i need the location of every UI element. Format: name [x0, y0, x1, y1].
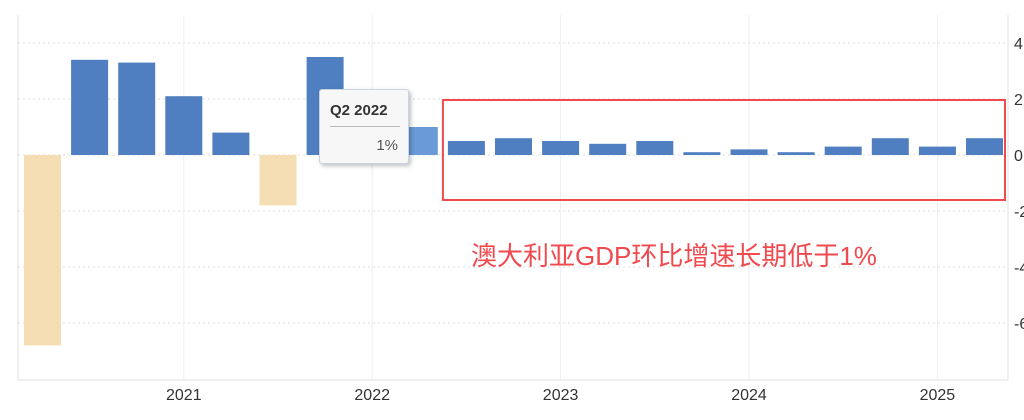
annotation-box — [441, 99, 1006, 201]
x-tick-label: 2021 — [166, 387, 202, 404]
bar-q4-2020 — [118, 62, 156, 155]
bar-q4-2022 — [495, 138, 532, 155]
y-tick-label: 0 — [1014, 148, 1023, 165]
annotation-text: 澳大利亚GDP环比增速长期低于1% — [471, 241, 877, 271]
tooltip-title: Q2 2022 — [330, 102, 388, 119]
y-tick-label: -4 — [1014, 260, 1024, 277]
y-tick-label: 4 — [1014, 36, 1023, 53]
bar-q3-2020 — [71, 59, 109, 155]
tooltip: Q2 2022 1% — [319, 89, 409, 164]
bar-q2-2023 — [589, 143, 627, 155]
tooltip-divider — [330, 126, 400, 127]
bar-q3-2024 — [824, 146, 862, 155]
bar-q3-2023 — [636, 141, 674, 155]
bar-q3-2022 — [447, 141, 485, 155]
bar-q2-2024 — [777, 152, 815, 155]
bar-q4-2024 — [871, 138, 909, 155]
tooltip-value: 1% — [376, 137, 398, 154]
y-tick-label: -2 — [1014, 204, 1024, 221]
x-tick-label: 2022 — [354, 387, 390, 404]
x-tick-label: 2025 — [920, 387, 956, 404]
bar-q1-2025 — [918, 146, 956, 155]
bar-q2-2025 — [966, 138, 1003, 155]
y-tick-label: 2 — [1014, 92, 1023, 109]
bar-q4-2023 — [683, 152, 721, 155]
bar-q1-2023 — [542, 141, 580, 155]
y-tick-label: -6 — [1014, 316, 1024, 333]
x-tick-label: 2023 — [543, 387, 579, 404]
bar-q1-2024 — [730, 149, 768, 155]
bar-q3-2021 — [259, 155, 297, 206]
bar-q2-2021 — [212, 132, 250, 155]
bar-q1-2021 — [165, 96, 203, 155]
bar-q2-2020 — [24, 155, 61, 346]
x-tick-label: 2024 — [731, 387, 767, 404]
